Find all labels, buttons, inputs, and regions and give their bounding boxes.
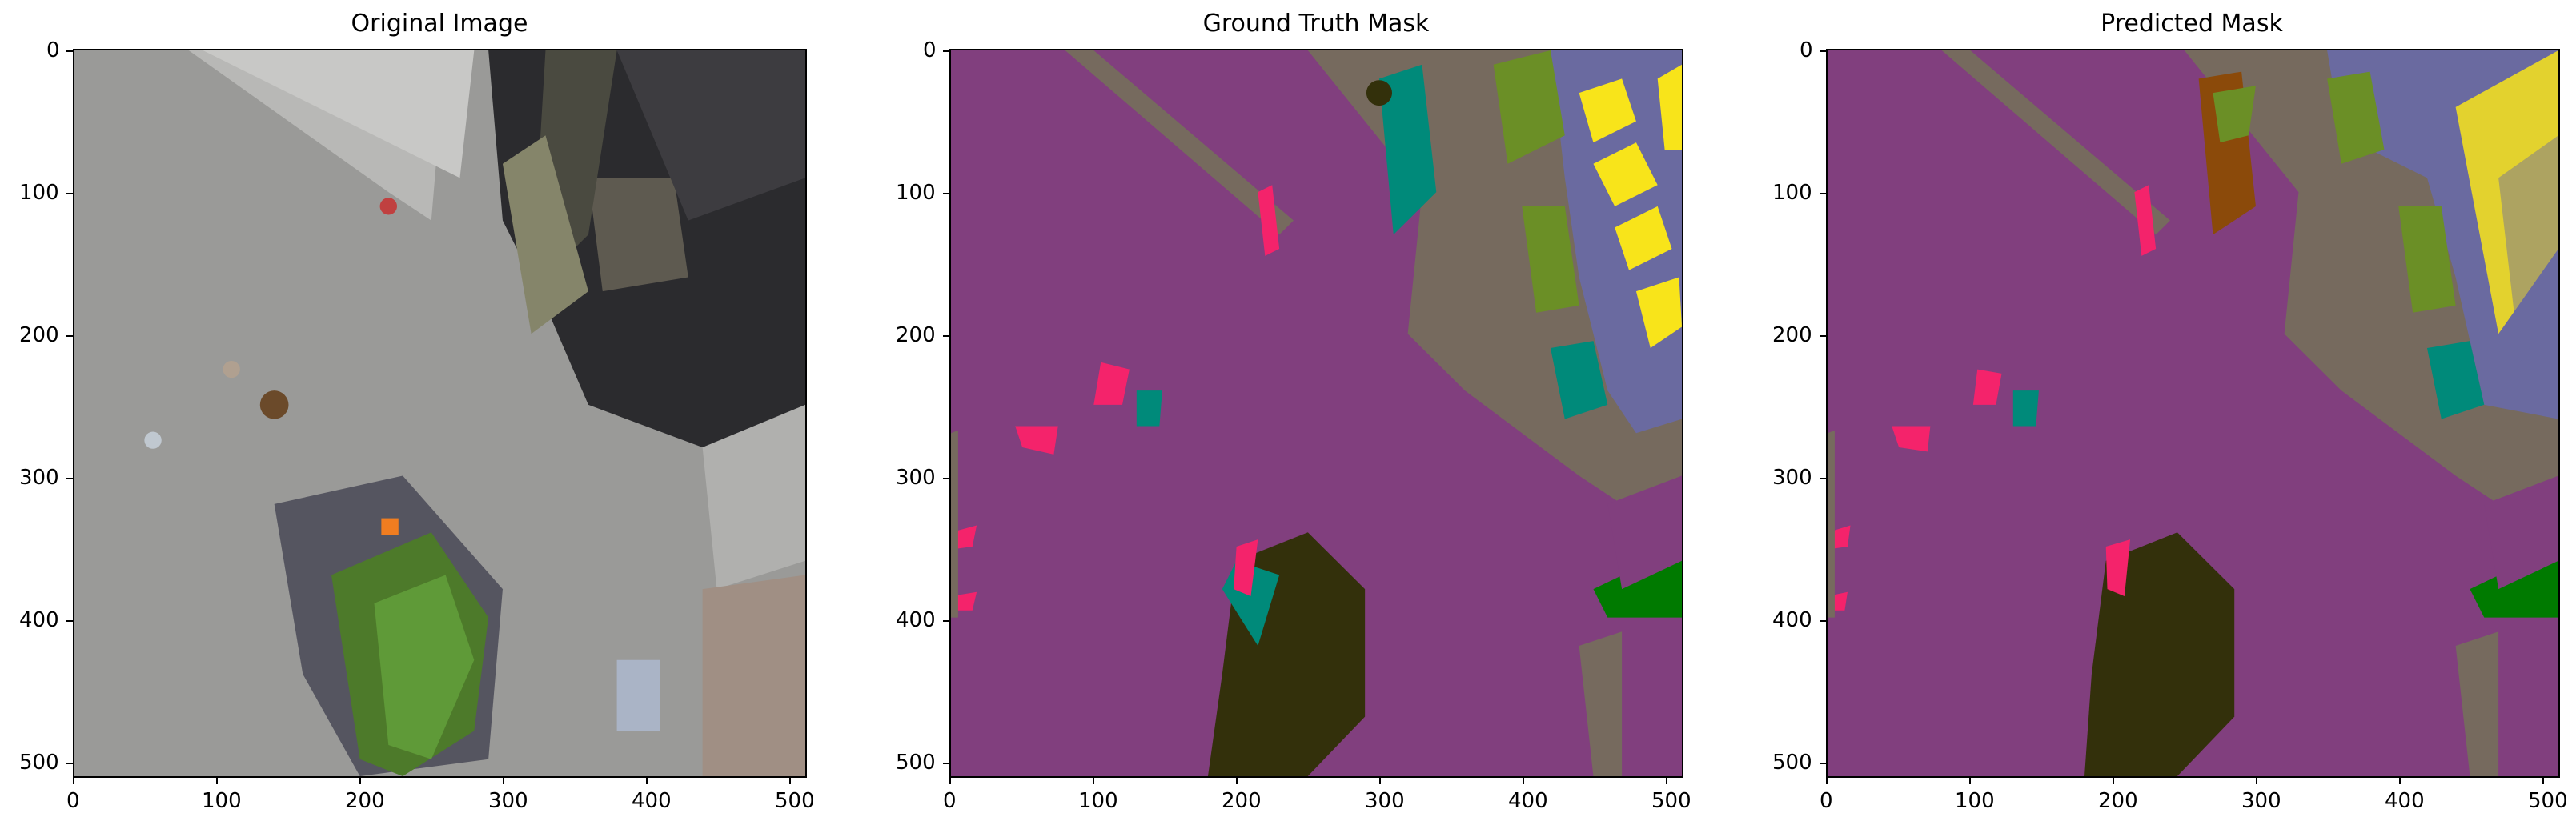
y-tick-label: 200	[19, 323, 59, 347]
y-tick-mark	[66, 50, 73, 52]
x-tick-label: 100	[1078, 789, 1118, 813]
x-tick-mark	[1236, 778, 1238, 784]
y-tick-mark	[1820, 620, 1826, 622]
y-tick-label: 100	[19, 181, 59, 205]
x-tick-label: 500	[1651, 789, 1691, 813]
y-tick-mark	[1820, 50, 1826, 52]
y-tick-label: 500	[1772, 751, 1812, 775]
x-tick-label: 400	[1508, 789, 1548, 813]
y-tick-label: 400	[19, 608, 59, 632]
y-tick-label: 400	[1772, 608, 1812, 632]
y-tick-label: 100	[896, 181, 936, 205]
x-tick-label: 400	[632, 789, 672, 813]
y-tick-mark	[943, 620, 949, 622]
x-tick-mark	[2542, 778, 2544, 784]
x-tick-mark	[1523, 778, 1524, 784]
x-tick-mark	[503, 778, 504, 784]
original-image-plot	[73, 49, 807, 778]
original-image	[74, 50, 805, 776]
x-tick-label: 0	[1820, 789, 1833, 813]
x-tick-mark	[2399, 778, 2401, 784]
y-tick-label: 0	[1800, 38, 1813, 62]
y-tick-mark	[66, 478, 73, 479]
x-tick-mark	[1093, 778, 1094, 784]
x-tick-label: 0	[66, 789, 80, 813]
x-tick-mark	[1826, 778, 1828, 784]
y-tick-mark	[66, 335, 73, 337]
y-tick-mark	[943, 478, 949, 479]
y-tick-label: 400	[896, 608, 936, 632]
x-tick-mark	[646, 778, 648, 784]
x-tick-mark	[1379, 778, 1381, 784]
x-tick-label: 300	[2241, 789, 2281, 813]
y-tick-label: 300	[896, 466, 936, 490]
panel-title: Ground Truth Mask	[1202, 10, 1430, 38]
x-tick-mark	[73, 778, 74, 784]
x-tick-label: 200	[1222, 789, 1262, 813]
y-tick-mark	[66, 193, 73, 194]
y-tick-mark	[943, 193, 949, 194]
x-tick-mark	[1666, 778, 1667, 784]
x-tick-mark	[1969, 778, 1971, 784]
y-tick-mark	[1820, 193, 1826, 194]
x-tick-label: 100	[1955, 789, 1995, 813]
y-tick-label: 300	[19, 466, 59, 490]
x-tick-mark	[216, 778, 218, 784]
x-tick-mark	[359, 778, 361, 784]
x-tick-label: 300	[488, 789, 528, 813]
y-tick-mark	[943, 763, 949, 764]
x-tick-label: 0	[943, 789, 957, 813]
x-tick-label: 500	[2528, 789, 2568, 813]
x-tick-mark	[789, 778, 791, 784]
panel-title: Original Image	[351, 10, 528, 38]
y-tick-label: 500	[19, 751, 59, 775]
ground-truth-plot	[949, 49, 1683, 778]
y-tick-label: 0	[46, 38, 60, 62]
x-tick-mark	[2256, 778, 2257, 784]
y-tick-mark	[943, 50, 949, 52]
y-tick-label: 0	[923, 38, 937, 62]
x-tick-label: 300	[1365, 789, 1405, 813]
ground-truth-mask	[951, 50, 1682, 776]
y-tick-mark	[1820, 763, 1826, 764]
x-tick-label: 500	[775, 789, 815, 813]
x-tick-mark	[949, 778, 951, 784]
predicted-mask	[1828, 50, 2558, 776]
panel-title: Predicted Mask	[2101, 10, 2283, 38]
y-tick-label: 500	[896, 751, 936, 775]
y-tick-mark	[1820, 335, 1826, 337]
x-tick-mark	[2113, 778, 2114, 784]
y-tick-label: 200	[1772, 323, 1812, 347]
x-tick-label: 200	[345, 789, 385, 813]
y-tick-label: 200	[896, 323, 936, 347]
predicted-mask-plot	[1826, 49, 2560, 778]
x-tick-label: 400	[2385, 789, 2425, 813]
y-tick-mark	[1820, 478, 1826, 479]
y-tick-label: 100	[1772, 181, 1812, 205]
y-tick-label: 300	[1772, 466, 1812, 490]
x-tick-label: 100	[202, 789, 242, 813]
x-tick-label: 200	[2098, 789, 2138, 813]
y-tick-mark	[943, 335, 949, 337]
y-tick-mark	[66, 763, 73, 764]
y-tick-mark	[66, 620, 73, 622]
